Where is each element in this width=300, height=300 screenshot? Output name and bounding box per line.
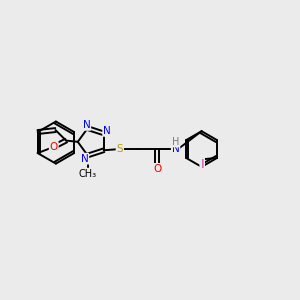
Text: O: O xyxy=(50,142,58,152)
Text: N: N xyxy=(82,120,90,130)
Text: N: N xyxy=(172,144,179,154)
Text: H: H xyxy=(172,136,179,147)
Text: I: I xyxy=(200,158,204,171)
Text: O: O xyxy=(153,164,161,174)
Text: N: N xyxy=(103,126,111,136)
Text: N: N xyxy=(81,154,88,164)
Text: S: S xyxy=(116,144,123,154)
Text: CH₃: CH₃ xyxy=(79,169,97,178)
